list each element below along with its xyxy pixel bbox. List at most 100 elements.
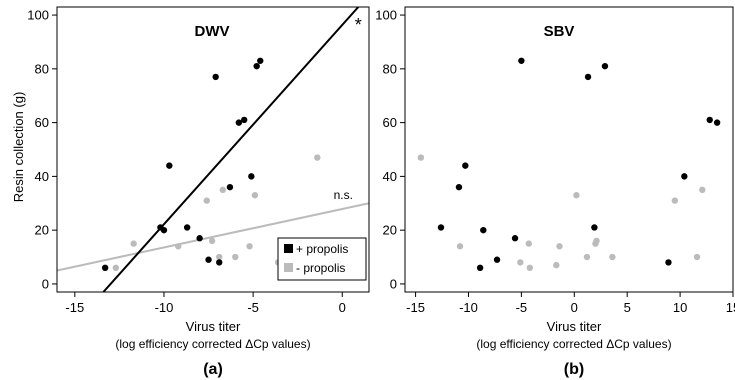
data-point-plus-propolis [437, 224, 445, 231]
data-point-minus-propolis [251, 192, 259, 199]
data-point-plus-propolis [584, 73, 592, 81]
data-point-plus-propolis [253, 62, 260, 70]
data-point-plus-propolis [476, 264, 484, 272]
data-point-minus-propolis [112, 264, 120, 272]
panel-a-ns-label: n.s. [334, 188, 353, 202]
data-point-minus-propolis [526, 264, 534, 272]
data-point-plus-propolis [518, 57, 525, 64]
panel-b-sbv: 0 20 40 60 80 100 -15 -10 -5 0 5 10 15 SBV Virus ti… [375, 6, 735, 378]
data-point-plus-propolis [706, 116, 713, 124]
data-point-minus-propolis [232, 253, 239, 261]
y-tick-label: 60 [383, 115, 397, 130]
data-point-minus-propolis [517, 259, 524, 266]
data-point-plus-propolis [248, 173, 255, 180]
data-point-plus-propolis [196, 235, 203, 242]
data-point-minus-propolis [671, 197, 679, 204]
data-point-minus-propolis [556, 243, 563, 250]
data-point-plus-propolis [235, 119, 243, 126]
panel-a-xlabel-sub: (log efficiency corrected ΔCp values) [115, 337, 310, 351]
data-point-minus-propolis [203, 197, 210, 204]
data-point-plus-propolis [216, 259, 223, 266]
y-tick-label: 20 [383, 223, 397, 238]
panel-a-dwv: Resin collection (g) 0 20 40 60 80 100 -15 -10… [11, 6, 370, 378]
data-point-minus-propolis [456, 243, 464, 250]
x-tick-label: 15 [726, 300, 735, 315]
data-point-plus-propolis [101, 264, 109, 272]
x-tick-label: 0 [339, 300, 346, 315]
legend-label-minus-propolis: - propolis [296, 261, 345, 275]
x-tick-label: -10 [155, 300, 174, 315]
legend-swatch-plus-propolis [284, 244, 293, 253]
panel-a-ylabel: Resin collection (g) [11, 92, 26, 203]
legend-label-plus-propolis: + propolis [296, 242, 348, 256]
panel-b-plot-frame [404, 6, 734, 293]
panel-b-points-plus-propolis [437, 57, 721, 272]
data-point-plus-propolis [511, 235, 519, 242]
x-tick-label: -5 [247, 300, 259, 315]
x-tick-label: -10 [459, 300, 478, 315]
panel-a-xlabel: Virus titer [186, 319, 241, 334]
y-tick-label: 80 [383, 61, 397, 76]
x-tick-label: -5 [516, 300, 528, 315]
data-point-minus-propolis [553, 261, 560, 269]
data-point-minus-propolis [219, 186, 227, 194]
data-point-plus-propolis [480, 226, 487, 234]
panel-b-label: (b) [564, 361, 584, 378]
y-tick-label: 0 [390, 276, 397, 291]
panel-a-points-plus-propolis [101, 57, 264, 272]
data-point-minus-propolis [525, 240, 532, 247]
panel-a-fit-line-minus-propolis [57, 202, 369, 272]
panel-b-xlabel: Virus titer [547, 319, 602, 334]
data-point-minus-propolis [593, 237, 600, 245]
data-point-plus-propolis [226, 183, 234, 191]
x-tick-label: 5 [624, 300, 631, 315]
legend-swatch-minus-propolis [284, 263, 293, 272]
y-tick-label: 40 [35, 169, 49, 184]
x-tick-label: 0 [571, 300, 578, 315]
data-point-minus-propolis [175, 243, 182, 250]
data-point-plus-propolis [212, 73, 219, 81]
panel-b-xlabel-sub: (log efficiency corrected ΔCp values) [476, 337, 671, 351]
data-point-plus-propolis [257, 57, 264, 64]
data-point-minus-propolis [216, 253, 223, 261]
x-tick-label: -15 [406, 300, 425, 315]
data-point-minus-propolis [208, 237, 216, 245]
data-point-minus-propolis [314, 154, 321, 161]
panel-a-label: (a) [203, 361, 223, 378]
panel-a-title: DWV [195, 23, 230, 40]
x-tick-label: 10 [673, 300, 687, 315]
data-point-plus-propolis [665, 259, 672, 266]
data-point-plus-propolis [713, 119, 721, 126]
data-point-plus-propolis [166, 162, 173, 169]
data-point-plus-propolis [183, 224, 191, 231]
data-point-minus-propolis [609, 253, 616, 261]
panel-a-y-ticks: 0 20 40 60 80 100 [27, 8, 57, 291]
y-tick-label: 60 [35, 115, 49, 130]
data-point-minus-propolis [130, 240, 137, 247]
panel-b-title: SBV [544, 23, 575, 40]
y-tick-label: 80 [35, 61, 49, 76]
data-point-plus-propolis [591, 224, 598, 231]
panel-a-significance-star: * [355, 15, 362, 35]
y-tick-label: 40 [383, 169, 397, 184]
x-tick-label: -15 [65, 300, 84, 315]
panel-a-legend: + propolis - propolis [277, 237, 367, 281]
panel-a-plot-frame [56, 6, 370, 293]
data-point-minus-propolis [417, 154, 425, 161]
data-point-plus-propolis [601, 62, 609, 70]
data-point-plus-propolis [455, 183, 463, 191]
data-point-minus-propolis [583, 253, 591, 261]
data-point-minus-propolis [699, 186, 706, 194]
y-tick-label: 20 [35, 223, 49, 238]
data-point-minus-propolis [573, 192, 580, 199]
data-point-plus-propolis [493, 256, 501, 263]
data-point-plus-propolis [462, 162, 469, 169]
panel-b-x-ticks: -15 -10 -5 0 5 10 15 [406, 292, 735, 315]
y-tick-label: 100 [375, 8, 397, 23]
data-point-minus-propolis [693, 253, 701, 261]
panel-a-x-ticks: -15 -10 -5 0 [65, 292, 346, 315]
panel-b-y-ticks: 0 20 40 60 80 100 [375, 8, 405, 291]
data-point-plus-propolis [681, 173, 688, 180]
y-tick-label: 0 [42, 276, 49, 291]
